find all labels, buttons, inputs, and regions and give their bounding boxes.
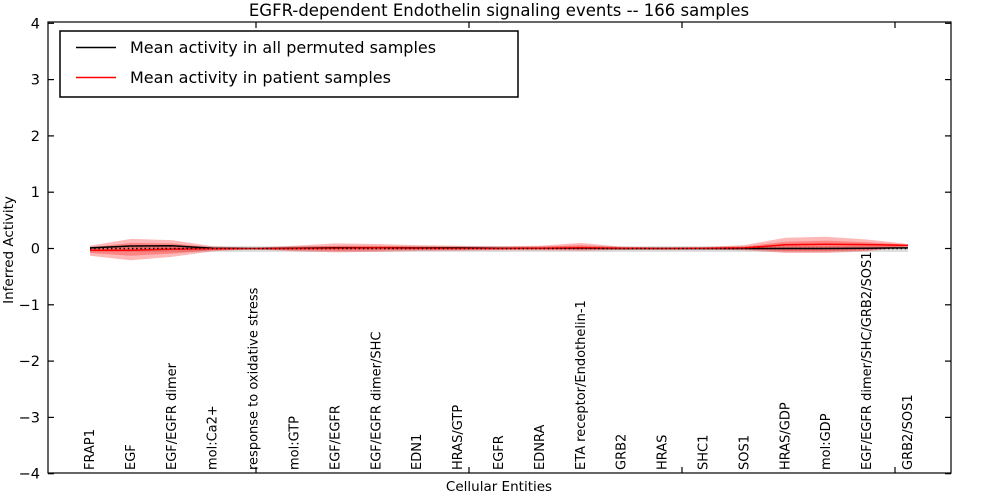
y-tick-label: −1 (19, 298, 40, 314)
plot-frame (47, 21, 952, 474)
x-category-label: GRB2 (615, 434, 630, 470)
y-tick-label: 3 (31, 73, 40, 89)
legend-item-label: Mean activity in all permuted samples (130, 38, 436, 57)
y-tick-label: −2 (19, 354, 40, 370)
x-category-label: mol:Ca2+ (206, 405, 221, 470)
legend: Mean activity in all permuted samples Me… (59, 30, 519, 98)
x-category-label: SOS1 (737, 435, 752, 470)
y-tick-label: 1 (31, 185, 40, 201)
x-category-label: HRAS (656, 435, 671, 470)
x-category-label: EGF (124, 444, 139, 470)
x-category-label: EGFR (492, 435, 507, 470)
y-axis-label: Inferred Activity (1, 196, 17, 304)
x-category-label: FRAP1 (83, 429, 98, 470)
y-tick-label: 0 (31, 242, 40, 258)
y-tick-label: −4 (19, 467, 40, 483)
x-category-label: EDN1 (410, 434, 425, 470)
x-category-label: EGF/EGFR dimer/SHC (369, 332, 384, 470)
x-category-label: HRAS/GTP (451, 405, 466, 470)
x-category-label: EGF/EGFR dimer/SHC/GRB2/SOS1 (860, 252, 875, 471)
x-category-label: EGF/EGFR dimer (165, 362, 180, 470)
x-category-label: EDNRA (533, 425, 548, 470)
y-tick-label: −3 (19, 410, 40, 426)
x-category-label: EGF/EGFR (328, 405, 343, 470)
x-category-label: ETA receptor/Endothelin-1 (574, 300, 589, 470)
y-tick-label: 2 (31, 129, 40, 145)
x-category-label: mol:GDP (819, 413, 834, 470)
x-category-label: HRAS/GDP (778, 402, 793, 470)
x-category-label: mol:GTP (288, 416, 303, 470)
x-axis-label: Cellular Entities (446, 479, 552, 495)
legend-box (59, 30, 519, 98)
x-category-label: GRB2/SOS1 (901, 394, 916, 470)
series-line-patient (90, 243, 909, 251)
x-category-label: SHC1 (697, 435, 712, 470)
y-tick-label: 4 (31, 16, 40, 32)
legend-item-label: Mean activity in patient samples (130, 68, 391, 87)
plot-area: 4 3 2 1 0 −1 −2 −3 −4 FRAP1 EGF EGF/EGFR dimer mol:C… (19, 16, 951, 483)
chart-title: EGFR-dependent Endothelin signaling even… (249, 1, 749, 20)
x-category-label: response to oxidative stress (247, 287, 262, 470)
